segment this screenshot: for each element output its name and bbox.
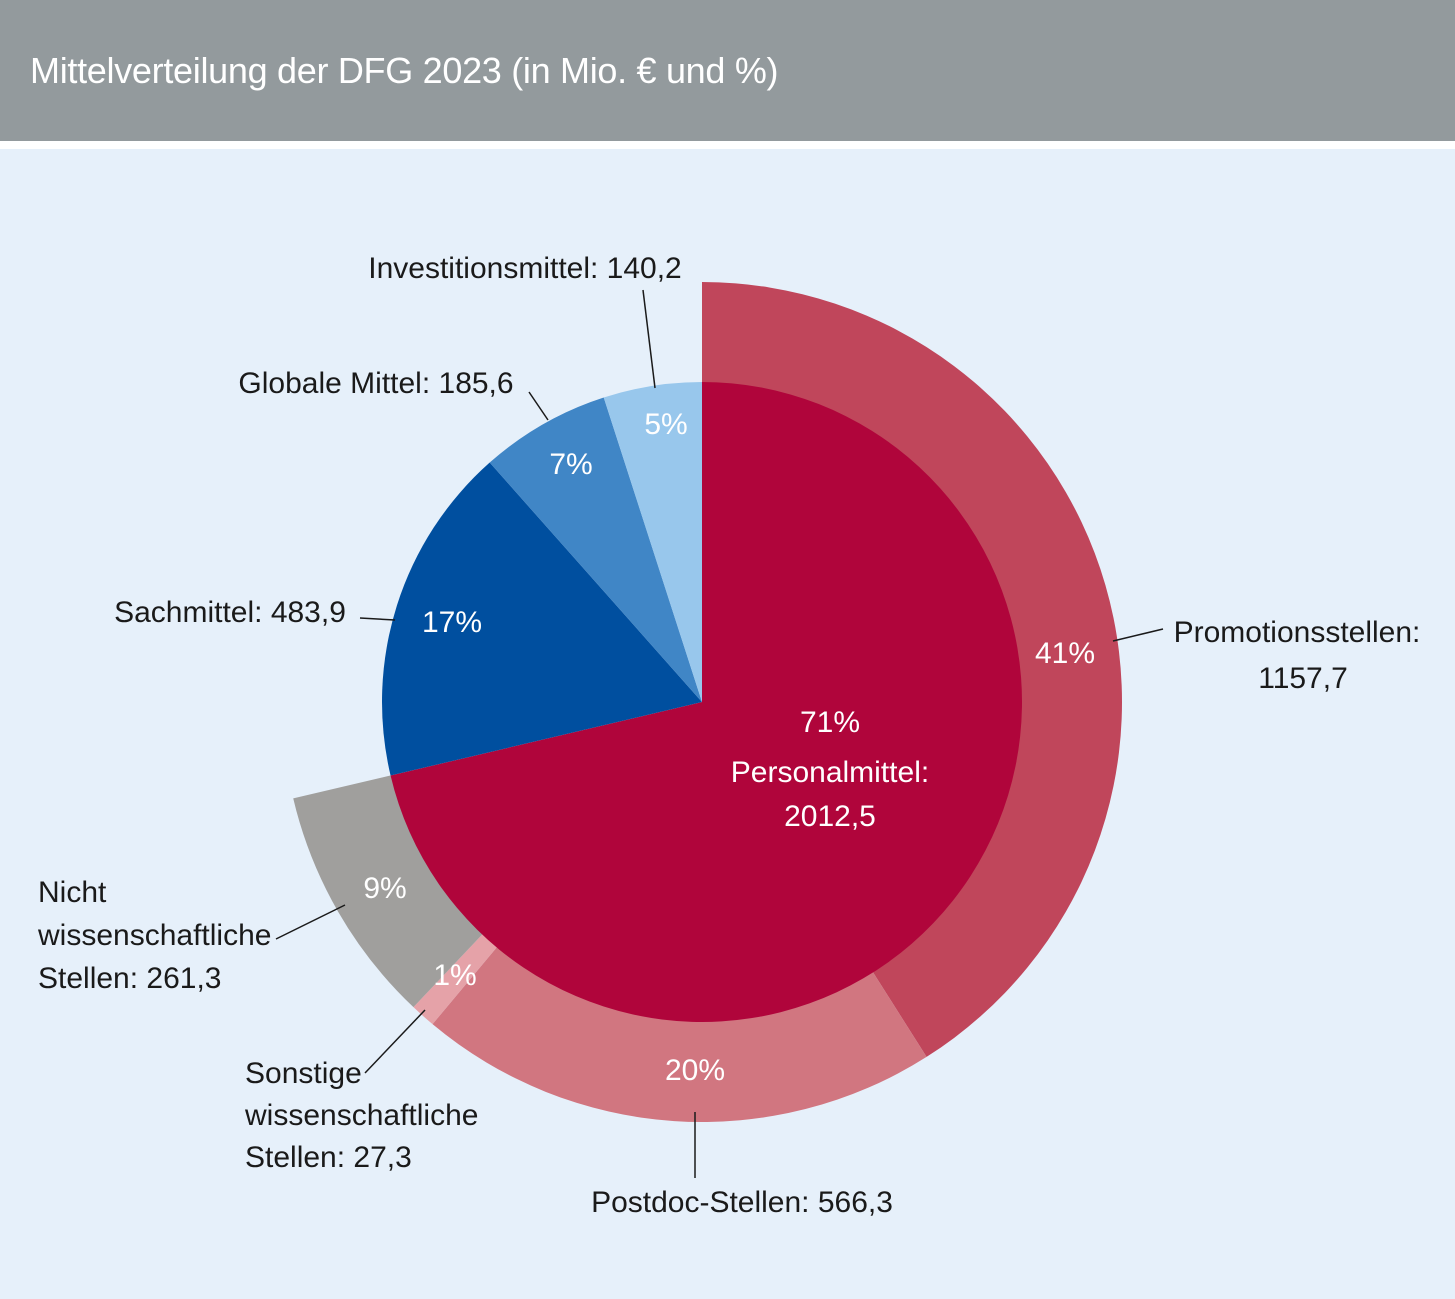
pct-label-sachmittel: 17% <box>422 606 482 639</box>
label-promotionsstellen-line2: 1157,7 <box>1258 662 1348 695</box>
label-postdoc: Postdoc-Stellen: 566,3 <box>591 1186 893 1219</box>
inner-pie <box>382 382 1023 1023</box>
leader-sachmittel <box>359 617 396 621</box>
label-personalmittel: Personalmittel: <box>731 756 929 789</box>
label-sonstige-line1: Sonstige <box>245 1057 362 1090</box>
label-sonstige-line3: Stellen: 27,3 <box>245 1141 412 1174</box>
value-label-personalmittel: 2012,5 <box>784 800 876 833</box>
leader-lines <box>275 289 1164 1178</box>
pie-slice-sachmittel <box>382 462 702 776</box>
chart-title: Mittelverteilung der DFG 2023 (in Mio. €… <box>30 50 779 91</box>
ring-slice-postdoc <box>432 945 927 1122</box>
pct-label-promotionsstellen: 41% <box>1035 637 1095 670</box>
chart-header: Mittelverteilung der DFG 2023 (in Mio. €… <box>0 0 1455 141</box>
label-investition: Investitionsmittel: 140,2 <box>368 252 682 285</box>
pct-label-postdoc: 20% <box>665 1054 725 1087</box>
leader-investition <box>642 289 656 389</box>
label-nicht-wiss-line2: wissenschaftliche <box>37 919 271 952</box>
label-promotionsstellen-line1: Promotionsstellen: <box>1174 616 1421 649</box>
chart-labels: 71% Personalmittel: 2012,5 17% 7% 5% 41% 20% 1% 9… <box>37 252 1420 1219</box>
label-nicht-wiss-line3: Stellen: 261,3 <box>38 962 221 995</box>
leader-globale <box>528 391 549 421</box>
pie-slice-globale <box>489 397 702 702</box>
leader-sonstige <box>364 1009 426 1074</box>
leader-promotionsstellen <box>1112 628 1164 642</box>
pct-label-nicht_wiss: 9% <box>363 872 406 905</box>
pie-slice-personalmittel <box>390 382 1023 1023</box>
label-sonstige-line2: wissenschaftliche <box>244 1099 478 1132</box>
pct-label-investition: 5% <box>644 408 687 441</box>
leader-nicht-wiss <box>275 904 346 940</box>
outer-ring <box>293 282 1123 1122</box>
label-sachmittel: Sachmittel: 483,9 <box>114 596 346 629</box>
label-globale: Globale Mittel: 185,6 <box>238 367 513 400</box>
label-nicht-wiss-line1: Nicht <box>38 876 107 909</box>
pct-label-personalmittel: 71% <box>800 706 860 739</box>
ring-slice-nicht_wiss <box>293 775 484 1008</box>
pct-label-sonstige: 1% <box>433 959 476 992</box>
pie-slice-investition <box>603 382 702 702</box>
ring-slice-promotionsstellen <box>702 282 1123 1057</box>
pct-label-globale: 7% <box>549 448 592 481</box>
ring-slice-sonstige <box>413 933 498 1025</box>
